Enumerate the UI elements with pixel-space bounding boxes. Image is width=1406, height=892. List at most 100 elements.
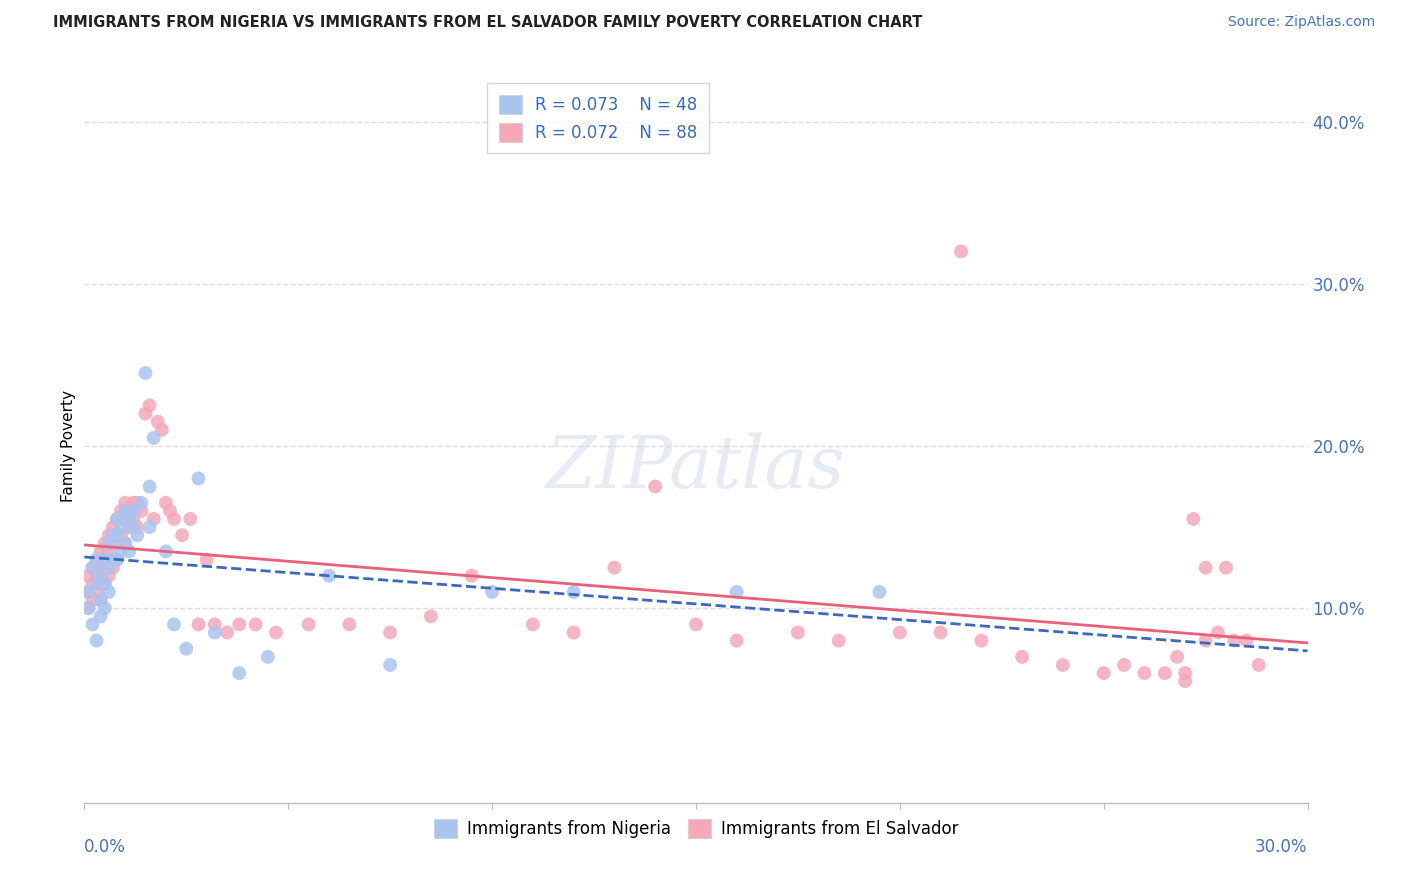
Point	[105, 528, 128, 542]
Point	[90, 577, 112, 591]
Point	[77, 568, 100, 582]
Point	[725, 633, 748, 648]
Point	[122, 512, 145, 526]
Point	[155, 496, 177, 510]
Point	[889, 625, 911, 640]
Point	[97, 528, 120, 542]
Point	[420, 609, 443, 624]
Point	[1174, 674, 1197, 689]
Point	[828, 633, 851, 648]
Point	[562, 585, 585, 599]
Point	[1195, 560, 1218, 574]
Point	[159, 504, 181, 518]
Point	[93, 536, 115, 550]
Point	[105, 528, 128, 542]
Point	[228, 617, 250, 632]
Point	[93, 577, 115, 591]
Point	[77, 601, 100, 615]
Point	[380, 657, 402, 672]
Point	[481, 585, 503, 599]
Point	[110, 520, 132, 534]
Text: 30.0%: 30.0%	[1256, 838, 1308, 856]
Point	[82, 560, 104, 574]
Point	[138, 479, 160, 493]
Point	[685, 617, 707, 632]
Point	[122, 504, 145, 518]
Point	[114, 512, 136, 526]
Y-axis label: Family Poverty: Family Poverty	[60, 390, 76, 502]
Point	[86, 633, 108, 648]
Point	[174, 641, 197, 656]
Point	[90, 593, 112, 607]
Point	[118, 544, 141, 558]
Point	[142, 512, 165, 526]
Point	[110, 528, 132, 542]
Point	[929, 625, 952, 640]
Point	[93, 577, 115, 591]
Point	[105, 552, 128, 566]
Point	[163, 512, 186, 526]
Point	[77, 601, 100, 615]
Point	[142, 431, 165, 445]
Point	[82, 617, 104, 632]
Point	[90, 609, 112, 624]
Point	[644, 479, 666, 493]
Point	[163, 617, 186, 632]
Point	[101, 520, 124, 534]
Point	[1182, 512, 1205, 526]
Point	[131, 496, 153, 510]
Point	[1166, 649, 1188, 664]
Point	[318, 568, 340, 582]
Point	[1247, 657, 1270, 672]
Point	[138, 399, 160, 413]
Point	[101, 528, 124, 542]
Point	[101, 560, 124, 574]
Point	[127, 496, 149, 510]
Point	[101, 536, 124, 550]
Point	[122, 496, 145, 510]
Point	[1114, 657, 1136, 672]
Point	[118, 512, 141, 526]
Point	[562, 625, 585, 640]
Point	[114, 496, 136, 510]
Point	[1174, 666, 1197, 681]
Point	[86, 552, 108, 566]
Point	[380, 625, 402, 640]
Point	[257, 649, 280, 664]
Point	[1236, 633, 1258, 648]
Point	[195, 552, 218, 566]
Text: IMMIGRANTS FROM NIGERIA VS IMMIGRANTS FROM EL SALVADOR FAMILY POVERTY CORRELATIO: IMMIGRANTS FROM NIGERIA VS IMMIGRANTS FR…	[53, 15, 922, 30]
Point	[90, 593, 112, 607]
Point	[172, 528, 194, 542]
Point	[725, 585, 748, 599]
Point	[86, 568, 108, 582]
Point	[77, 585, 100, 599]
Point	[950, 244, 973, 259]
Point	[118, 504, 141, 518]
Point	[105, 512, 128, 526]
Point	[1092, 666, 1115, 681]
Point	[179, 512, 201, 526]
Point	[522, 617, 544, 632]
Point	[82, 577, 104, 591]
Point	[127, 528, 149, 542]
Point	[101, 552, 124, 566]
Text: 0.0%: 0.0%	[84, 838, 127, 856]
Point	[339, 617, 361, 632]
Point	[90, 568, 112, 582]
Point	[245, 617, 267, 632]
Point	[1223, 633, 1246, 648]
Point	[1195, 633, 1218, 648]
Point	[114, 536, 136, 550]
Point	[204, 617, 226, 632]
Point	[90, 544, 112, 558]
Point	[298, 617, 321, 632]
Point	[461, 568, 484, 582]
Point	[122, 520, 145, 534]
Point	[1206, 625, 1229, 640]
Point	[138, 520, 160, 534]
Point	[86, 577, 108, 591]
Point	[869, 585, 891, 599]
Point	[150, 423, 173, 437]
Point	[146, 415, 169, 429]
